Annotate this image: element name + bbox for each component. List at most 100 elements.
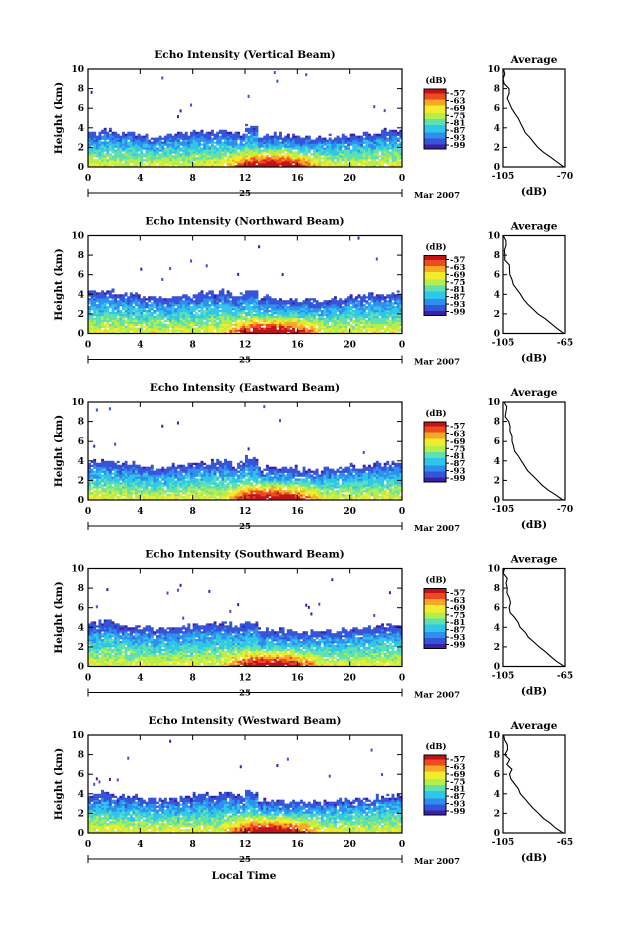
heatmap-cell xyxy=(239,165,243,168)
heatmap-cell xyxy=(88,474,91,477)
heatmap-cell xyxy=(190,141,193,144)
heatmap-cell xyxy=(310,157,314,160)
heatmap-cell xyxy=(242,137,246,140)
heatmap-cell xyxy=(216,149,220,152)
heatmap-cell xyxy=(95,311,99,315)
heatmap-cell xyxy=(176,300,180,303)
heatmap-cell xyxy=(333,315,337,319)
heatmap-cell xyxy=(210,149,214,152)
average-x-tick-label: -65 xyxy=(557,339,573,349)
heatmap-cell xyxy=(171,147,175,150)
heatmap-cell xyxy=(216,161,220,164)
heatmap-cell xyxy=(187,298,191,301)
heatmap-cell xyxy=(333,296,337,299)
heatmap-cell xyxy=(268,149,272,152)
heatmap-cell xyxy=(116,300,120,303)
heatmap-cell xyxy=(169,470,173,473)
heatmap-cell xyxy=(174,327,178,330)
heatmap-cell xyxy=(221,313,225,317)
heatmap-cell xyxy=(135,490,139,493)
heatmap-cell xyxy=(142,480,146,483)
heatmap-cell xyxy=(163,331,167,334)
heatmap-cell xyxy=(307,165,311,168)
heatmap-cell xyxy=(313,141,316,144)
heatmap-cell xyxy=(135,309,139,313)
heatmap-cell xyxy=(281,317,285,321)
heatmap-cell xyxy=(339,298,343,301)
heatmap-cell xyxy=(210,327,214,330)
heatmap-cell xyxy=(297,308,301,311)
heatmap-cell xyxy=(95,472,99,475)
heatmap-cell xyxy=(106,165,110,168)
heatmap-cell xyxy=(161,494,165,497)
heatmap-cell xyxy=(362,306,366,309)
heatmap-cell xyxy=(386,302,390,305)
heatmap-cell xyxy=(137,163,141,166)
heatmap-cell xyxy=(88,143,91,146)
colorbar-segment xyxy=(424,288,446,291)
heatmap-cell xyxy=(239,149,243,152)
heatmap-cell xyxy=(268,141,272,144)
heatmap-cell xyxy=(111,315,115,319)
heatmap-cell xyxy=(153,490,157,493)
heatmap-cell xyxy=(271,327,275,330)
heatmap-cell xyxy=(234,331,238,334)
heatmap-cell xyxy=(315,137,319,140)
heatmap-cell xyxy=(140,157,144,160)
heatmap-cell xyxy=(111,323,115,326)
heatmap-cell xyxy=(179,296,183,299)
heatmap-cell xyxy=(137,159,141,162)
heatmap-cell xyxy=(302,137,306,140)
heatmap-cell xyxy=(320,161,324,164)
heatmap-cell xyxy=(88,470,91,473)
heatmap-cell xyxy=(310,161,314,164)
heatmap-cell xyxy=(292,309,296,313)
heatmap-cell xyxy=(132,472,136,475)
heatmap-cell xyxy=(286,159,290,162)
colorbar-segment xyxy=(424,260,446,262)
heatmap-cell xyxy=(190,321,193,324)
heatmap-cell xyxy=(166,498,170,501)
heatmap-cell xyxy=(124,492,128,495)
heatmap-cell xyxy=(331,319,335,323)
heatmap-cell xyxy=(108,163,112,166)
heatmap-cell xyxy=(216,159,220,162)
heatmap-cell xyxy=(310,153,314,156)
heatmap-cell xyxy=(124,151,128,154)
heatmap-cell xyxy=(132,151,136,154)
heatmap-cell xyxy=(166,472,170,475)
heatmap-cell xyxy=(158,135,162,138)
heatmap-cell xyxy=(210,315,214,319)
heatmap-cell xyxy=(375,153,379,156)
heatmap-cell xyxy=(297,311,301,315)
heatmap-cell xyxy=(271,302,275,305)
heatmap-cell xyxy=(132,302,136,305)
heatmap-cell xyxy=(239,139,243,142)
heatmap-cell xyxy=(399,319,403,323)
heatmap-cell xyxy=(370,155,374,158)
heatmap-cell xyxy=(171,476,175,479)
y-tick-label: 10 xyxy=(71,65,84,75)
heatmap-cell xyxy=(148,145,152,148)
heatmap-cell xyxy=(95,494,99,497)
heatmap-cell xyxy=(93,296,97,299)
heatmap-cell xyxy=(114,494,118,497)
heatmap-cell xyxy=(119,165,123,168)
heatmap-cell xyxy=(88,149,91,152)
heatmap-cell xyxy=(394,311,398,315)
heatmap-cell xyxy=(247,306,251,309)
heatmap-cell xyxy=(383,311,387,315)
heatmap-cell xyxy=(182,331,186,334)
heatmap-cell xyxy=(263,313,267,317)
heatmap-cell xyxy=(101,458,104,462)
heatmap-cell xyxy=(362,131,366,134)
heatmap-cell xyxy=(108,137,112,140)
heatmap-cell xyxy=(169,153,173,156)
colorbar-unit: (dB) xyxy=(425,242,446,253)
heatmap-cell xyxy=(276,319,280,323)
heatmap-cell xyxy=(108,294,112,297)
heatmap-cell xyxy=(203,296,207,299)
heatmap-cell xyxy=(383,127,387,131)
heatmap-cell xyxy=(90,141,94,144)
heatmap-cell xyxy=(386,157,390,160)
